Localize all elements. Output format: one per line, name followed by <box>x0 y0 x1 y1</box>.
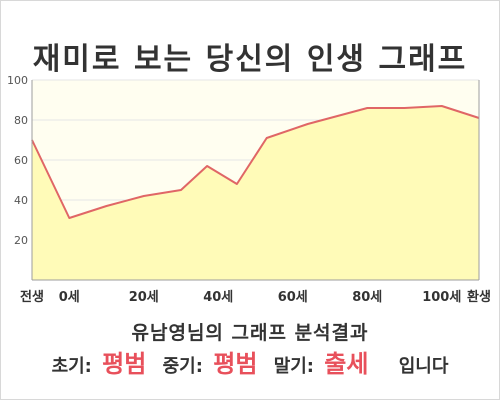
result-tail: 입니다 <box>398 356 449 377</box>
middle-label: 중기: <box>162 356 203 377</box>
early-label: 초기: <box>51 356 92 377</box>
area-fill <box>32 106 479 280</box>
y-tick-label: 60 <box>14 154 28 167</box>
x-tick-label: 80세 <box>352 290 382 305</box>
late-label: 말기: <box>273 356 315 377</box>
middle-value: 평범 <box>213 350 258 378</box>
y-tick-label: 80 <box>14 114 28 127</box>
y-tick-label: 100 <box>7 74 28 87</box>
label-layer: 20 40 60 80 100 전생 0세 20세 40세 60세 80세 100세 환생 <box>7 74 491 305</box>
x-tick-label: 100세 <box>422 290 461 305</box>
x-tick-label: 40세 <box>203 290 233 305</box>
page-title: 재미로 보는 당신의 인생 그래프 <box>32 42 468 77</box>
y-tick-label: 40 <box>14 194 28 207</box>
y-tick-label: 20 <box>14 234 28 247</box>
life-line <box>31 105 480 219</box>
axis-layer <box>31 80 480 281</box>
x-tick-label: 0세 <box>59 290 80 305</box>
result-heading: 유남영님의 그래프 분석결과 <box>131 322 369 344</box>
area-layer <box>31 105 480 280</box>
life-chart: 20 40 60 80 100 전생 0세 20세 40세 60세 80세 100세 환생 <box>7 74 491 305</box>
x-tick-label: 환생 <box>467 289 491 305</box>
x-tick-label: 60세 <box>278 290 308 305</box>
x-tick-label: 전생 <box>20 289 44 305</box>
early-value: 평범 <box>102 350 147 378</box>
late-value: 출세 <box>324 350 369 378</box>
x-tick-label: 20세 <box>129 290 159 305</box>
result-line: 초기: 평범 중기: 평범 말기: 출세 입니다 <box>0 344 500 379</box>
